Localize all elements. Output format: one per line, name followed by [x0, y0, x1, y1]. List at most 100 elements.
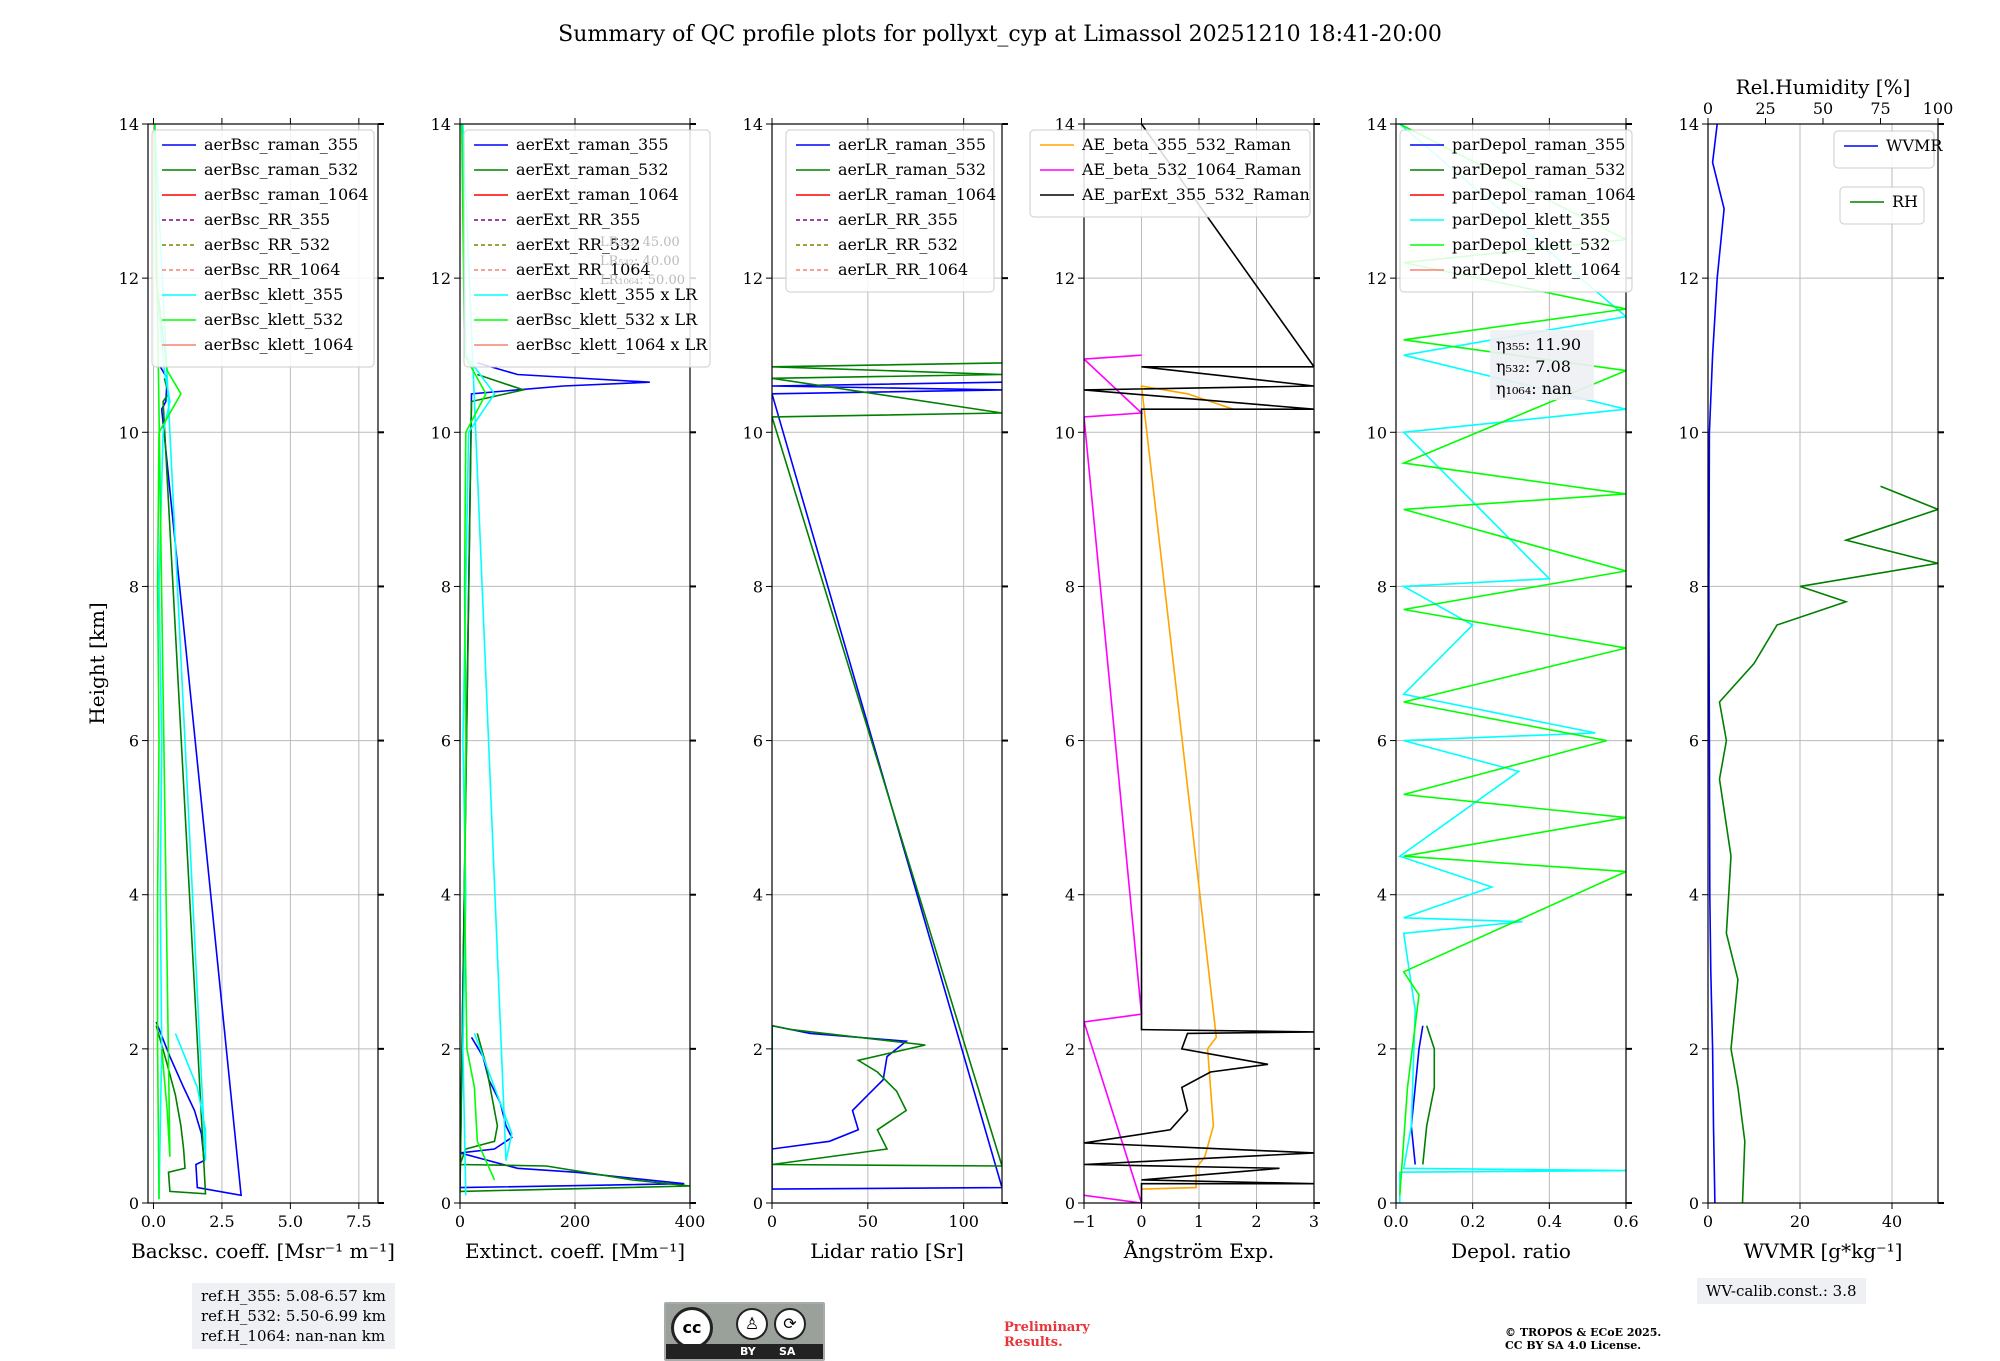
series-group	[1398, 124, 1626, 1203]
y-tick-label: 2	[441, 1040, 451, 1059]
y-tick-label: 8	[1065, 577, 1075, 596]
y-tick-label: 14	[1055, 115, 1075, 134]
legend-entry: aerBsc_RR_1064	[204, 260, 340, 279]
legend-box	[1839, 186, 1925, 225]
lr-label: LR₅₃₂: 40.00	[600, 254, 680, 269]
y-tick-label: 6	[1689, 732, 1699, 751]
series-group	[1708, 124, 1938, 1203]
x-tick-label: 40	[1882, 1212, 1902, 1231]
legend-entry: parDepol_klett_532	[1452, 235, 1610, 254]
y-tick-label: 10	[431, 423, 451, 442]
legend-entry: parDepol_klett_1064	[1452, 260, 1621, 279]
y-tick-label: 0	[753, 1194, 763, 1213]
series-aerExt_raman_355	[460, 362, 685, 1189]
x-tick-label: 50	[858, 1212, 878, 1231]
x-tick-label: 0	[1703, 1212, 1713, 1231]
legend-entry: aerLR_RR_1064	[838, 260, 968, 279]
x-tick-label: 400	[675, 1212, 706, 1231]
y-tick-label: 2	[753, 1040, 763, 1059]
axes-frame	[771, 123, 1003, 1204]
x-tick-label: 0	[767, 1212, 777, 1231]
panel-backscatter: 0.0 2.5 5.0 7.5 0 2 4 6 8 10 12 14 Backsc. coeff. [M…	[85, 115, 395, 1263]
x-tick-label: 0	[455, 1212, 465, 1231]
legend-entry: aerBsc_raman_1064	[204, 185, 369, 204]
y-axis-label: Height [km]	[85, 602, 109, 724]
legend-box	[1029, 129, 1311, 218]
legend-entry: aerLR_raman_1064	[838, 185, 996, 204]
panel-depolarization: 0.0 0.2 0.4 0.6 0 2 4 6 8 10 12 14 Depol. ratio parDe…	[1367, 115, 1639, 1263]
sa-share-alike-icon: ⟳	[774, 1308, 806, 1340]
x-tick-label: 200	[560, 1212, 591, 1231]
legend-entry: aerBsc_klett_355	[204, 285, 343, 304]
cc-icon: cc	[671, 1307, 713, 1349]
legend-entry: WVMR	[1886, 136, 1943, 155]
series-parDepol_raman_532	[1422, 1025, 1436, 1165]
y-tick-label: 10	[119, 423, 139, 442]
y-tick-label: 8	[129, 577, 139, 596]
legend-entry: aerLR_RR_355	[838, 210, 958, 229]
legend-entry: parDepol_klett_355	[1452, 210, 1610, 229]
y-tick-label: 4	[753, 886, 763, 905]
x-tick-label: 20	[1790, 1212, 1810, 1231]
legend-entry: aerLR_raman_355	[838, 135, 986, 154]
x2-tick-label: 100	[1923, 99, 1954, 118]
y-tick-label: 10	[1055, 423, 1075, 442]
x-tick-label: 100	[948, 1212, 979, 1231]
y-tick-label: 2	[1377, 1040, 1387, 1059]
series-aerBsc_klett_355	[154, 124, 207, 1200]
x2-tick-label: 0	[1703, 99, 1713, 118]
axes-frame	[1395, 123, 1627, 1204]
y-tick-label: 10	[743, 423, 763, 442]
lr-label: LR₁₀₆₄: 50.00	[600, 273, 685, 288]
legend-entry: aerBsc_klett_532	[204, 310, 343, 329]
legend-entry: aerBsc_klett_1064 x LR	[516, 335, 708, 354]
legend: aerBsc_raman_355 aerBsc_raman_532 aerBsc_r…	[151, 129, 375, 368]
y-tick-label: 6	[129, 732, 139, 751]
series-WVMR	[1708, 124, 1725, 1203]
x-tick-label: 7.5	[346, 1212, 371, 1231]
preliminary-results-note: Preliminary Results.	[1004, 1320, 1090, 1350]
legend-entry: aerExt_RR_355	[516, 210, 640, 229]
eta-label: η₅₃₂: 7.08	[1496, 357, 1571, 376]
series-aerBsc_raman_532	[155, 378, 207, 1195]
y-tick-label: 10	[1679, 423, 1699, 442]
legend-entry: aerExt_raman_1064	[516, 185, 679, 204]
x-axis-label: Lidar ratio [Sr]	[810, 1239, 964, 1263]
y-tick-label: 12	[743, 269, 763, 288]
y-tick-label: 14	[1367, 115, 1387, 134]
x2-tick-label: 50	[1813, 99, 1833, 118]
eta-label: η₁₀₆₄: nan	[1496, 379, 1572, 398]
x2-tick-label: 25	[1755, 99, 1775, 118]
figure-title: Summary of QC profile plots for pollyxt_…	[558, 22, 1442, 47]
legend-entry: parDepol_raman_1064	[1452, 185, 1636, 204]
legend-entry: aerBsc_raman_355	[204, 135, 358, 154]
ref-height-532: ref.H_532: 5.50-6.99 km	[201, 1307, 386, 1325]
y-tick-label: 6	[753, 732, 763, 751]
series-aerExt_raman_532	[460, 373, 690, 1193]
x-axis-label: Backsc. coeff. [Msr⁻¹ m⁻¹]	[131, 1239, 395, 1263]
x-tick-label: 2	[1251, 1212, 1261, 1231]
x2-axis-label: Rel.Humidity [%]	[1736, 75, 1911, 99]
x-axis-label: WVMR [g*kg⁻¹]	[1744, 1239, 1903, 1263]
series-aerBsc_raman_355	[155, 366, 243, 1197]
y-tick-label: 12	[1055, 269, 1075, 288]
series-parDepol_klett_532	[1399, 124, 1626, 1196]
legend: AE_beta_355_532_Raman AE_beta_532_1064_Ra…	[1029, 129, 1311, 218]
y-tick-label: 14	[119, 115, 139, 134]
lr-label: LR₃₅₅: 45.00	[600, 235, 680, 250]
panel-extinction: 0 200 400 0 2 4 6 8 10 12 14 Extinct. coeff. [Mm⁻¹]…	[431, 115, 711, 1263]
by-attribution-icon: ♙	[736, 1308, 768, 1340]
license-by-label: BY	[740, 1345, 756, 1358]
legend-entry: AE_beta_532_1064_Raman	[1081, 160, 1301, 179]
x-tick-label: −1	[1072, 1212, 1096, 1231]
axes-frame	[1707, 123, 1939, 1204]
y-tick-label: 14	[431, 115, 451, 134]
series-AE_parExt_355_532_Raman	[1084, 124, 1314, 1203]
legend-entry: parDepol_raman_355	[1452, 135, 1625, 154]
x-axis-label: Extinct. coeff. [Mm⁻¹]	[465, 1239, 685, 1263]
legend-entry: AE_beta_355_532_Raman	[1081, 135, 1291, 154]
x-tick-label: 1	[1194, 1212, 1204, 1231]
y-tick-label: 0	[1377, 1194, 1387, 1213]
